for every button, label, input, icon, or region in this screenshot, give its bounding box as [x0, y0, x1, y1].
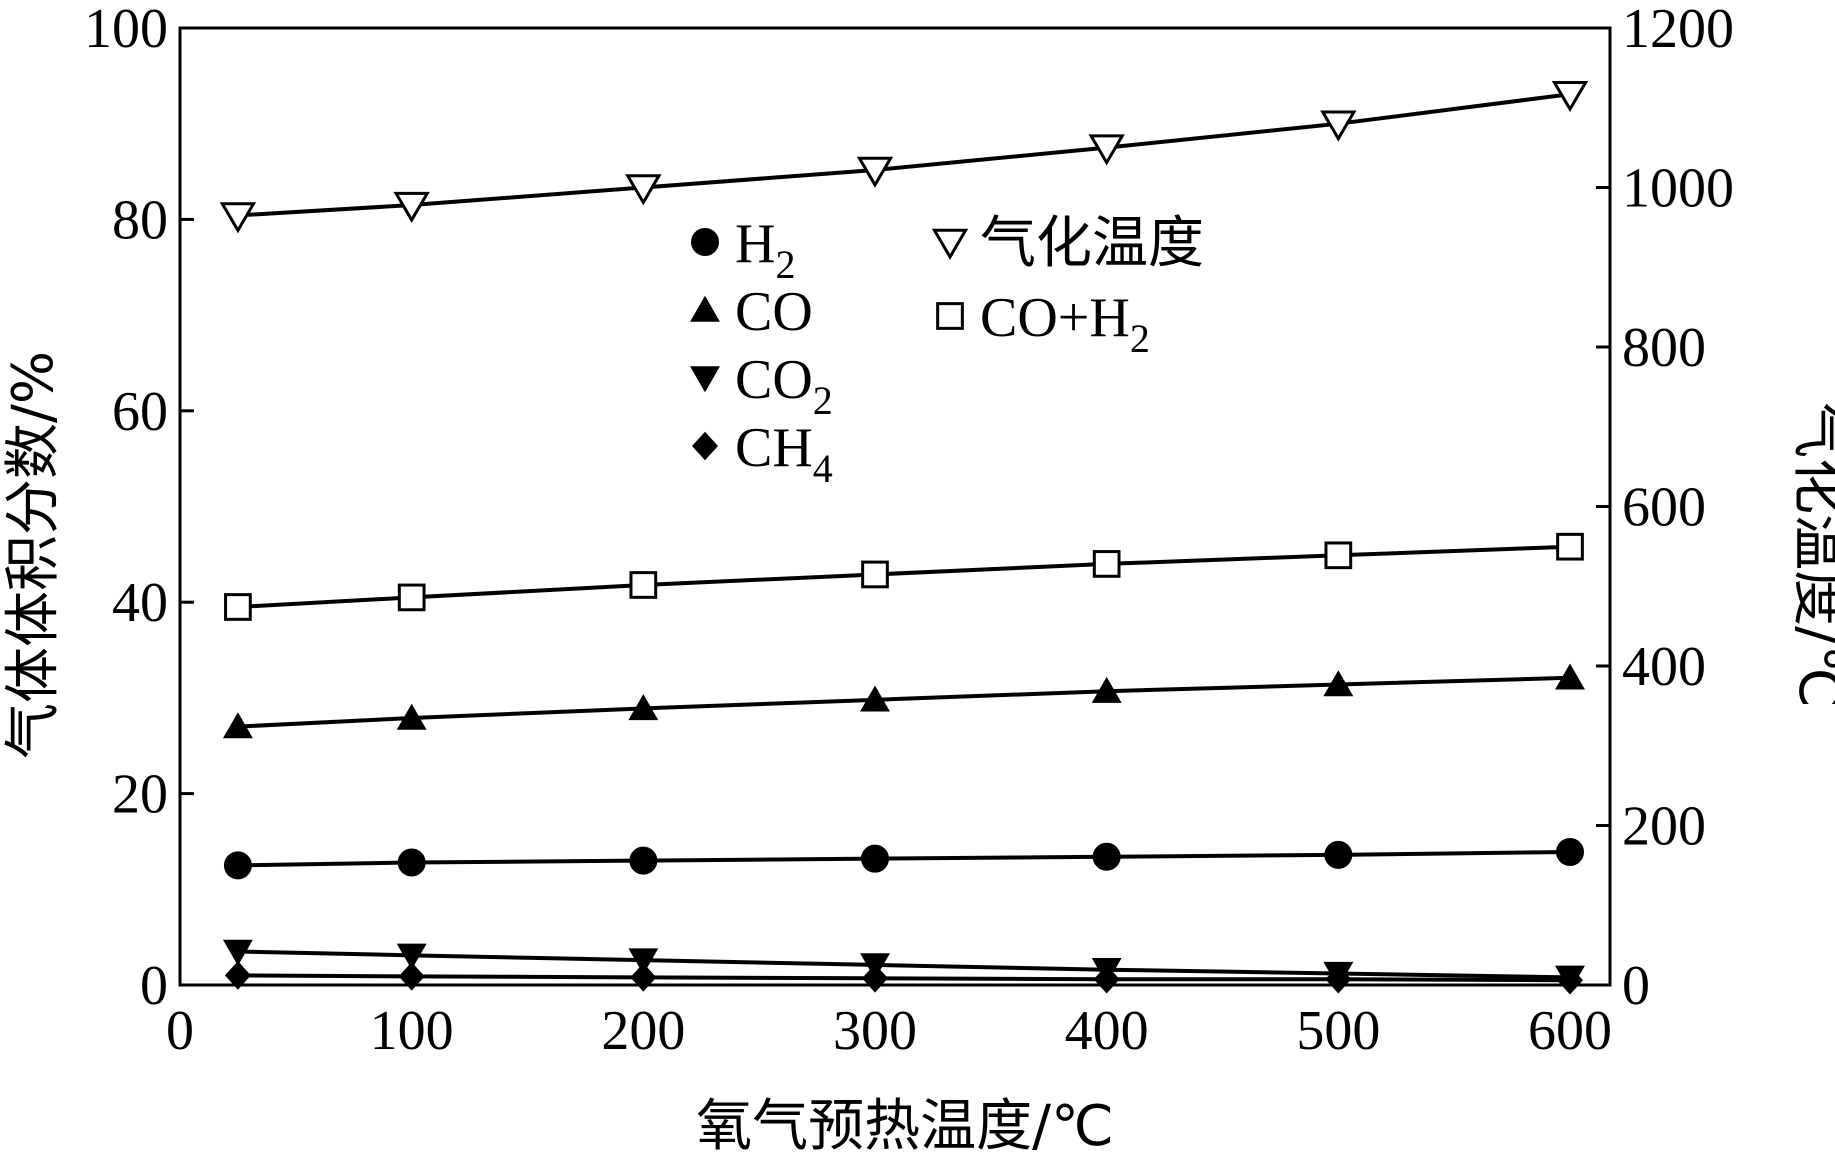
- legend-label-2: CO2: [735, 349, 833, 423]
- x-tick-label: 300: [833, 1000, 917, 1062]
- y-right-tick-label: 800: [1622, 317, 1706, 379]
- data-point-series-4: [219, 202, 257, 234]
- plot-frame: [178, 26, 1612, 987]
- data-point-series-1: [396, 703, 427, 730]
- data-point-series-1: [222, 712, 253, 739]
- y-right-tick-label: 1000: [1622, 158, 1734, 220]
- data-point-series-4: [1088, 134, 1125, 166]
- legend-marker-0: [691, 228, 719, 256]
- y-left-tick-label: 40: [112, 572, 168, 634]
- data-point-series-0: [1556, 837, 1584, 866]
- data-point-series-3: [1557, 965, 1583, 995]
- legend-marker-4: [931, 228, 969, 260]
- data-point-series-0: [1092, 842, 1121, 871]
- data-point-series-0: [397, 848, 426, 877]
- legend-label-1: CO: [735, 281, 813, 343]
- legend-marker-5: [936, 302, 964, 330]
- data-point-series-2: [396, 943, 427, 970]
- y-left-tick-label: 80: [112, 189, 168, 251]
- x-tick-label: 400: [1065, 1000, 1149, 1062]
- x-tick-label: 0: [166, 1000, 194, 1062]
- data-point-series-5: [629, 571, 658, 599]
- data-point-series-2: [222, 939, 253, 966]
- data-point-series-4: [1551, 80, 1589, 113]
- data-point-series-5: [861, 560, 889, 589]
- y-right-tick-label: 0: [1622, 955, 1650, 1017]
- legend-label-4: 气化温度: [980, 211, 1204, 276]
- series-line-3: [237, 973, 1571, 983]
- series-line-0: [237, 849, 1571, 868]
- data-point-series-4: [856, 156, 894, 188]
- data-point-series-0: [223, 851, 252, 880]
- data-point-series-4: [625, 174, 662, 206]
- data-point-series-0: [861, 844, 889, 873]
- x-axis-title: 氧气预热温度/℃: [696, 1094, 1114, 1157]
- y-left-tick-label: 60: [112, 381, 168, 443]
- data-point-series-4: [1320, 110, 1357, 142]
- series-lines: [237, 92, 1571, 983]
- x-tick-label: 100: [370, 1000, 454, 1062]
- series-line-5: [237, 544, 1571, 609]
- x-tick-label: 600: [1528, 1000, 1612, 1062]
- data-point-series-5: [1092, 550, 1121, 578]
- data-point-series-1: [1555, 663, 1585, 690]
- x-tick-label: 200: [601, 1000, 685, 1062]
- data-point-series-1: [1323, 670, 1354, 697]
- series-markers: [219, 80, 1589, 995]
- data-point-series-3: [1325, 964, 1352, 994]
- data-point-series-3: [1093, 964, 1120, 994]
- y-right-tick-label: 400: [1622, 636, 1706, 698]
- data-point-series-3: [862, 964, 888, 993]
- legend-marker-3: [692, 431, 718, 461]
- data-point-series-3: [398, 962, 425, 991]
- data-point-series-1: [1091, 676, 1122, 703]
- data-point-series-4: [393, 191, 430, 223]
- legend-label-5: CO+H2: [980, 287, 1150, 361]
- series-line-1: [237, 675, 1571, 729]
- data-point-series-3: [224, 961, 251, 990]
- data-point-series-0: [1324, 840, 1353, 869]
- y-left-axis-title: 气体体积分数/%: [1, 351, 66, 759]
- legend-marker-2: [690, 366, 720, 393]
- ticks: 0 100 200 300 400 500 600020406080100020040060…: [84, 0, 1734, 1062]
- data-point-series-2: [628, 948, 659, 975]
- data-point-series-5: [1556, 532, 1584, 561]
- y-right-axis-title: 气化温度/℃: [1786, 402, 1835, 708]
- series-line-4: [237, 92, 1571, 218]
- y-right-tick-label: 200: [1622, 796, 1706, 858]
- data-point-series-1: [628, 694, 659, 721]
- y-left-tick-label: 100: [84, 0, 168, 60]
- data-point-series-0: [629, 846, 658, 875]
- x-tick-label: 500: [1296, 1000, 1380, 1062]
- legend-label-3: CH4: [735, 417, 833, 491]
- y-right-tick-label: 1200: [1622, 0, 1734, 60]
- axes: [178, 26, 1612, 987]
- legend-marker-1: [690, 295, 720, 322]
- y-right-tick-label: 600: [1622, 477, 1706, 539]
- y-left-tick-label: 0: [140, 955, 168, 1017]
- y-left-tick-label: 20: [112, 764, 168, 826]
- data-point-series-5: [397, 583, 426, 612]
- series-line-2: [237, 949, 1571, 980]
- data-point-series-3: [630, 963, 657, 992]
- data-point-series-5: [1324, 541, 1353, 570]
- data-point-series-5: [224, 593, 252, 621]
- legend-label-0: H2: [735, 213, 795, 287]
- data-point-series-1: [860, 685, 890, 712]
